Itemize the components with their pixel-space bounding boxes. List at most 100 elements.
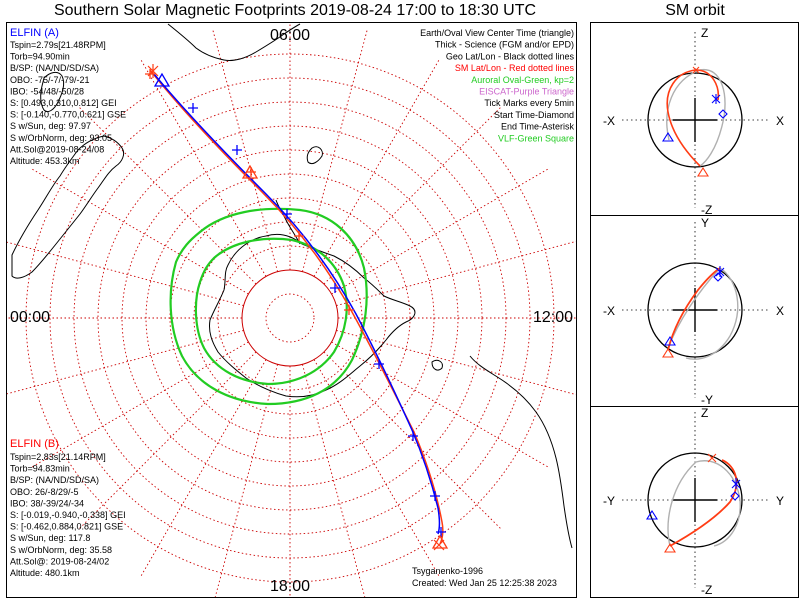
legend-entry: Earth/Oval View Center Time (triangle) [420, 28, 574, 38]
map-frame [6, 22, 577, 598]
clock-label-bottom: 18:00 [270, 578, 310, 595]
new-zealand-coastline [306, 146, 323, 165]
elfin-a-footprint-track [153, 73, 441, 535]
orbit-asterisk-red [692, 66, 700, 74]
legend-entry: Thick - Science (FGM and/or EPD) [435, 40, 574, 50]
auroral-oval-inner [194, 237, 348, 386]
info-line: Torb=94.90min [10, 52, 70, 62]
info-line: OBO: -75/-7/-79/-21 [10, 75, 90, 85]
orbit-track-gray [667, 267, 739, 360]
sm-lon-line [29, 341, 249, 469]
orbit-track-red [669, 459, 738, 547]
polar-map [7, 23, 576, 597]
sm-lon-line [336, 240, 576, 307]
elfin-b-end-asterisk [433, 539, 445, 551]
africa-coastline [11, 135, 125, 279]
earth-circle [647, 72, 743, 168]
orbit-axis-label-right: X [776, 114, 784, 128]
orbit-axis-label-bottom: -Z [701, 203, 712, 217]
falkland-islands [431, 359, 443, 371]
madagascar-coastline [40, 71, 65, 113]
sm-lon-line [323, 105, 503, 285]
info-line: S: [-0.019,-0.940,-0.338] GEI [10, 510, 126, 520]
earth-circle [647, 262, 743, 358]
info-line: B/SP: (NA/ND/SD/SA) [10, 63, 99, 73]
orbit-start-triangle [664, 335, 676, 346]
orbit-axis-label-left: -X [603, 114, 615, 128]
orbit-asterisk [731, 478, 741, 489]
antarctic-peninsula [275, 199, 301, 245]
orbit-start-triangle [662, 131, 674, 142]
earth-circle [647, 452, 743, 548]
info-line: B/SP: (NA/ND/SD/SA) [10, 475, 99, 485]
sm-lon-line [301, 364, 366, 597]
orbit-panel-1: Z -Z -X X [603, 26, 784, 217]
orbit-end-triangle [662, 347, 674, 358]
elfin-b-footprint-track [149, 69, 444, 545]
sm-lon-line [323, 351, 503, 531]
sm-lon-line [139, 359, 267, 579]
elfin-a-title: ELFIN (A) [10, 27, 59, 39]
elfin-b-start-asterisk [147, 64, 159, 78]
center-cross [673, 98, 717, 142]
legend-entry: Geo Lat/Lon - Black dotted lines [446, 51, 575, 61]
sm-lon-line [7, 241, 244, 307]
orbit-axis-label-top: Z [701, 26, 708, 40]
legend-entry: End Time-Asterisk [501, 122, 575, 132]
sm-lon-line [214, 364, 279, 597]
orbit-panel-title: SM orbit [665, 2, 725, 19]
info-line: IBO: -54/48/-50/28 [10, 86, 84, 96]
sm-lon-line [7, 329, 244, 395]
auroral-oval-outer [169, 207, 368, 406]
australia-coastline [167, 23, 301, 61]
info-line: Att.Sol@2019-08-24/08 [10, 144, 104, 154]
legend-entry: Tick Marks every 5min [484, 98, 574, 108]
info-line: Torb=94.83min [10, 464, 70, 474]
orbit-track-gray [667, 460, 741, 547]
orbit-axis-label-right: X [776, 304, 784, 318]
info-line: S: [0.493,0.310,0.812] GEI [10, 98, 117, 108]
elfin-a-end-triangle [241, 164, 259, 179]
sm-lon-line [313, 359, 441, 579]
info-line: S w/OrbNorm, deg: 93.05 [10, 133, 112, 143]
clock-label-right: 12:00 [533, 309, 573, 326]
sm-lon-line [313, 57, 441, 277]
legend-entry: EISCAT-Purple Triangle [479, 87, 574, 97]
sm-lon-line [77, 351, 257, 531]
created-label: Created: Wed Jan 25 12:25:38 2023 [412, 578, 557, 588]
legend-entry: SM Lat/Lon - Red dotted lines [455, 63, 575, 73]
elfin-a-tick-marks [188, 103, 446, 537]
orbit-track-red [666, 69, 720, 167]
orbit-panel-2: Y -Y -X X [603, 216, 784, 407]
sm-lat-ring [241, 269, 339, 367]
info-line: S: [-0.140,-0.770,0.621] GSE [10, 110, 126, 120]
orbit-axis-label-left: -X [603, 304, 615, 318]
info-line: Att.Sol@: 2019-08-24/02 [10, 556, 109, 566]
info-line: Altitude: 480.1km [10, 568, 80, 578]
model-label: Tsyganenko-1996 [412, 566, 483, 576]
orbit-asterisk-red [707, 453, 717, 463]
orbit-track-red [667, 267, 721, 351]
legend-entry: VLF-Green Square [498, 133, 574, 143]
elfin-a-info: ELFIN (A) Tspin=2.79s[21.48RPM] Torb=94.9… [10, 27, 126, 166]
legend-entry: Start Time-Diamond [494, 110, 574, 120]
orbit-diamond [718, 109, 728, 119]
elfin-a-start-triangle [153, 72, 171, 87]
legend-entry: Auroral Oval-Green, kp=2 [471, 75, 574, 85]
orbit-diamond [730, 491, 740, 501]
sm-lat-ring [73, 101, 507, 535]
orbit-track-gray [666, 69, 726, 167]
clock-label-left: 00:00 [10, 309, 50, 326]
sm-lon-line [29, 167, 249, 295]
sm-lat-ring [265, 293, 315, 343]
orbit-axis-label-bottom: -Z [701, 583, 712, 597]
info-line: Tspin=2.79s[21.48RPM] [10, 40, 106, 50]
info-line: S w/Sun, deg: 97.97 [10, 121, 91, 131]
orbit-start-triangle [646, 509, 658, 520]
clock-label-top: 06:00 [270, 27, 310, 44]
south-america-coastline [469, 355, 573, 549]
orbit-axis-label-top: Z [701, 406, 708, 420]
orbit-end-triangle [664, 542, 676, 553]
orbit-end-triangle [697, 166, 709, 177]
